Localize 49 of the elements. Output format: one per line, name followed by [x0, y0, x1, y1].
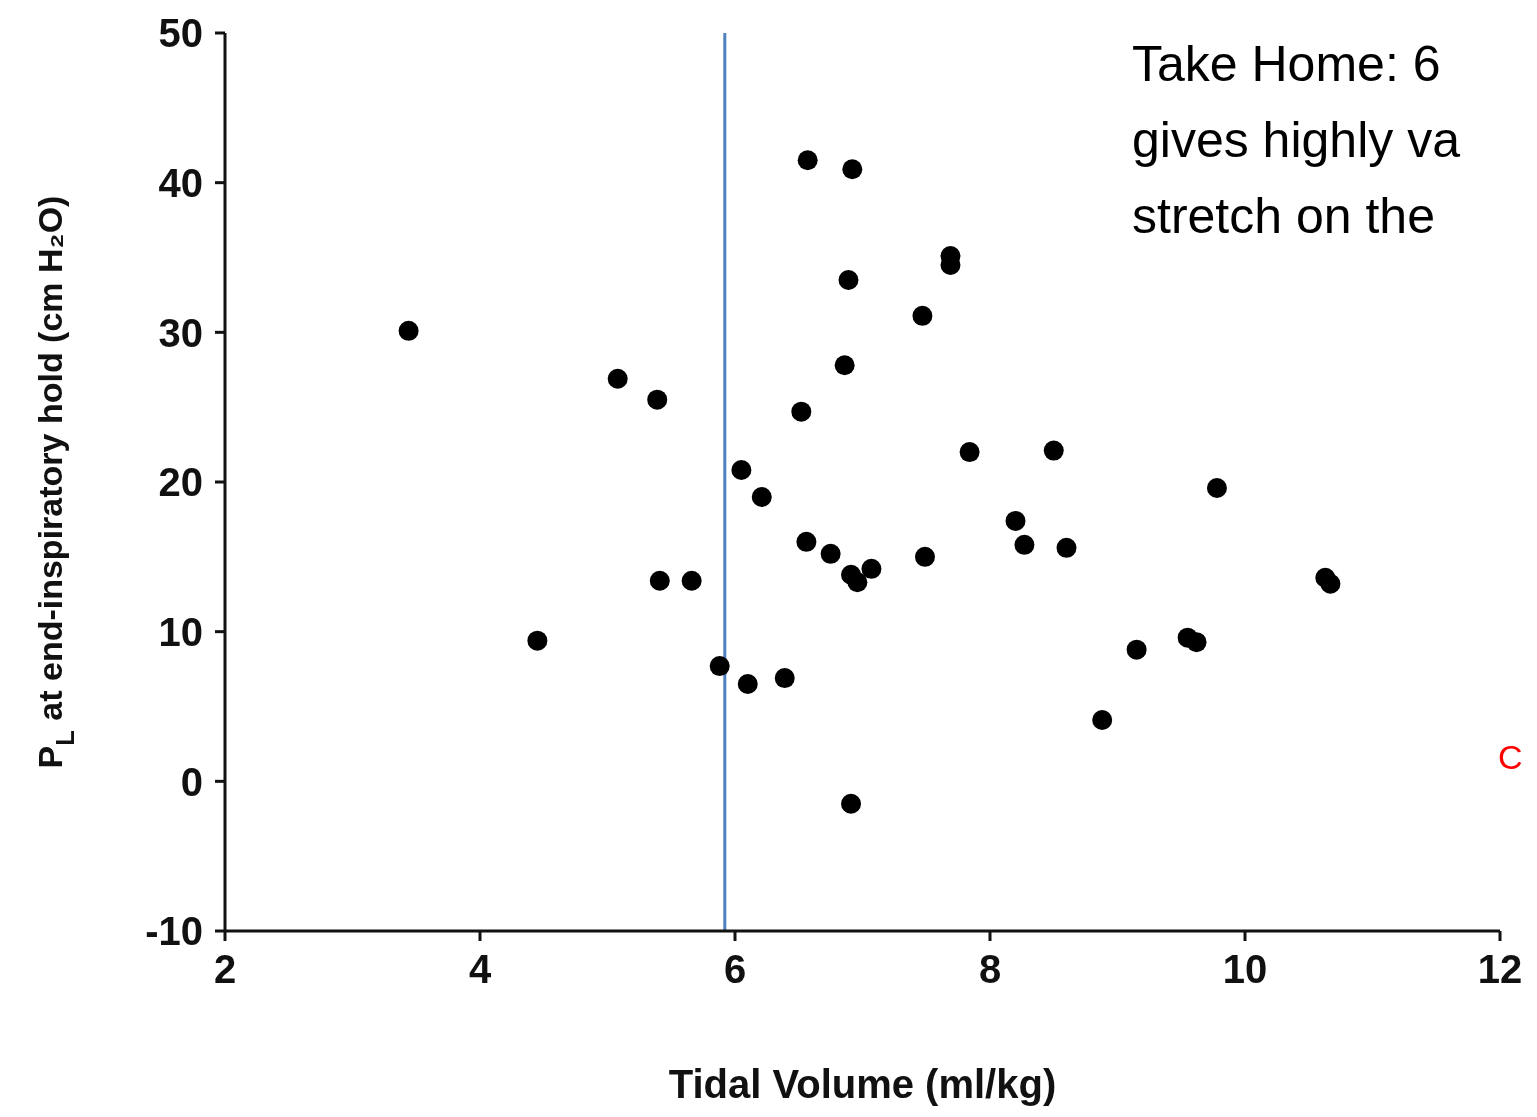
y-tick-label: 40	[158, 160, 203, 205]
point	[1014, 534, 1035, 555]
point	[842, 159, 863, 180]
point	[796, 531, 817, 552]
point	[838, 269, 859, 290]
point	[709, 656, 730, 677]
y-tick-label: 30	[158, 310, 203, 355]
annotation: Take Home: 6 gives highly va stretch on the	[1132, 35, 1460, 246]
point	[1126, 639, 1147, 660]
y-tick-label: -10	[145, 909, 203, 954]
point	[1186, 632, 1207, 653]
annotation: C	[1498, 738, 1523, 777]
point	[841, 793, 862, 814]
point	[681, 570, 702, 591]
point	[861, 558, 882, 579]
point	[1206, 477, 1227, 498]
point	[797, 150, 818, 171]
y-tick-label: 0	[180, 759, 203, 804]
y-tick-label: 50	[158, 11, 203, 56]
y-tick-label: 10	[158, 609, 203, 654]
point	[1043, 440, 1064, 461]
point	[398, 320, 419, 341]
point	[1092, 709, 1113, 730]
x-tick-label: 12	[1477, 947, 1523, 992]
x-tick-label: 4	[468, 947, 492, 992]
y-tick-label: 20	[158, 460, 203, 505]
point	[820, 543, 841, 564]
point	[1056, 537, 1077, 558]
point	[737, 674, 758, 695]
point	[1320, 573, 1341, 594]
point	[647, 389, 668, 410]
point	[912, 305, 933, 326]
point	[834, 355, 855, 376]
x-tick-label: 10	[1222, 947, 1268, 992]
point	[847, 572, 868, 593]
x-tick-label: 8	[978, 947, 1002, 992]
point	[751, 486, 772, 507]
point	[1005, 510, 1026, 531]
point	[649, 570, 670, 591]
point	[959, 442, 980, 463]
x-axis-title: Tidal Volume (ml/kg)	[668, 1062, 1057, 1106]
point	[914, 546, 935, 567]
point	[527, 630, 548, 651]
x-tick-label: 6	[723, 947, 747, 992]
point	[731, 460, 752, 481]
x-tick-label: 2	[213, 947, 237, 992]
point	[774, 668, 795, 689]
point	[791, 401, 812, 422]
point	[607, 368, 628, 389]
